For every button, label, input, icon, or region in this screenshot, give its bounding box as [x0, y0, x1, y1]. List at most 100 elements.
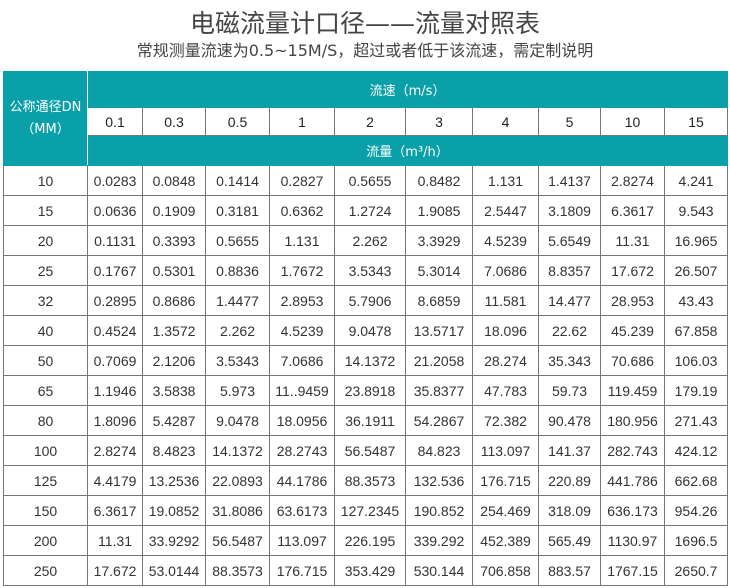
flow-cell: 35.343 [538, 345, 601, 376]
flow-cell: 0.0636 [87, 195, 143, 226]
table-row: 10 0.0283 0.0848 0.1414 0.2827 0.5655 0.8482 1.… [3, 165, 729, 196]
velocity-cell: 2 [334, 107, 406, 136]
flow-cell: 3.3929 [405, 225, 473, 256]
flow-cell: 5.973 [205, 375, 270, 406]
flow-cell: 0.6362 [269, 195, 335, 226]
table-row: 15 0.0636 0.1909 0.3181 0.6362 1.2724 1.9085 2.… [3, 195, 729, 226]
table-row: 200 11.31 33.9292 56.5487 113.097 226.195 339.… [3, 525, 729, 556]
flow-cell: 4.5239 [269, 315, 335, 346]
flow-cell: 0.2827 [269, 165, 335, 196]
flow-cell: 0.5301 [142, 255, 206, 286]
flow-cell: 0.1414 [205, 165, 270, 196]
dn-cell: 80 [3, 405, 88, 436]
flow-cell: 0.0283 [87, 165, 143, 196]
flow-cell: 90.478 [538, 405, 601, 436]
flow-cell: 141.37 [538, 435, 601, 466]
flow-cell: 424.12 [663, 435, 729, 466]
page-title: 电磁流量计口径——流量对照表 [189, 9, 540, 38]
velocity-header: 流速（m/s） [86, 71, 729, 108]
flow-cell: 0.0848 [142, 165, 206, 196]
flow-cell: 1.8096 [87, 405, 143, 436]
flow-cell: 5.4287 [142, 405, 206, 436]
flow-cell: 1.1946 [87, 375, 143, 406]
flow-cell: 1130.97 [600, 525, 665, 556]
flow-cell: 565.49 [538, 525, 601, 556]
flow-cell: 176.715 [472, 465, 539, 496]
flow-cell: 88.3573 [205, 555, 270, 586]
flow-cell: 2.262 [334, 225, 406, 256]
flow-cell: 36.1911 [334, 405, 406, 436]
flow-cell: 4.4179 [87, 465, 143, 496]
flow-cell: 1.3572 [142, 315, 206, 346]
flow-cell: 11.31 [87, 525, 143, 556]
flow-cell: 106.03 [663, 345, 729, 376]
flow-cell: 4.5239 [472, 225, 539, 256]
flow-cell: 33.9292 [142, 525, 206, 556]
flow-cell: 1.4477 [205, 285, 270, 316]
flow-cell: 1.7672 [269, 255, 335, 286]
flow-cell: 43.43 [663, 285, 729, 316]
flow-cell: 0.8482 [405, 165, 473, 196]
flow-cell: 88.3573 [334, 465, 406, 496]
flow-cell: 0.8836 [205, 255, 270, 286]
dn-cell: 50 [3, 345, 88, 376]
flow-cell: 2.8953 [269, 285, 335, 316]
flow-cell: 14.1372 [205, 435, 270, 466]
flow-cell: 8.4823 [142, 435, 206, 466]
flow-cell: 1696.5 [663, 525, 729, 556]
flow-cell: 18.0956 [269, 405, 335, 436]
dn-header-line2: （MM） [21, 121, 70, 137]
table-row: 20 0.1131 0.3393 0.5655 1.131 2.262 3.3929 4.52… [3, 225, 729, 256]
flow-cell: 5.3014 [405, 255, 473, 286]
flow-cell: 72.382 [472, 405, 539, 436]
table-row: 80 1.8096 5.4287 9.0478 18.0956 36.1911 54.286… [3, 405, 729, 436]
dn-header: 公称通径DN （MM） [3, 71, 88, 166]
flow-cell: 353.429 [334, 555, 406, 586]
table-row: 32 0.2895 0.8686 1.4477 2.8953 5.7906 8.6859 11… [3, 285, 729, 316]
dn-cell: 15 [3, 195, 88, 226]
page-subtitle: 常规测量流速为0.5~15M/S，超过或者低于该流速，需定制说明 [136, 41, 594, 60]
flow-cell: 119.459 [600, 375, 665, 406]
flow-cell: 318.09 [538, 495, 601, 526]
flow-cell: 56.5487 [334, 435, 406, 466]
flow-cell: 1.4137 [538, 165, 601, 196]
flow-cell: 0.3181 [205, 195, 270, 226]
table-row: 125 4.4179 13.2536 22.0893 44.1786 88.3573 132… [3, 465, 729, 496]
flow-cell: 0.3393 [142, 225, 206, 256]
flow-cell: 28.953 [600, 285, 665, 316]
flow-cell: 954.26 [663, 495, 729, 526]
flow-cell: 0.7069 [87, 345, 143, 376]
dn-cell: 20 [3, 225, 88, 256]
flow-cell: 180.956 [600, 405, 665, 436]
flow-cell: 113.097 [472, 435, 539, 466]
dn-cell: 32 [3, 285, 88, 316]
flow-cell: 0.1909 [142, 195, 206, 226]
flow-cell: 2.8274 [87, 435, 143, 466]
flow-cell: 11..9459 [269, 375, 335, 406]
flow-cell: 63.6173 [269, 495, 335, 526]
velocity-cell: 0.5 [205, 107, 270, 136]
table-row: 250 17.672 53.0144 88.3573 176.715 353.429 530… [3, 555, 729, 586]
flow-cell: 14.1372 [334, 345, 406, 376]
flow-cell: 22.0893 [205, 465, 270, 496]
flow-cell: 17.672 [600, 255, 665, 286]
flow-cell: 339.292 [405, 525, 473, 556]
flow-cell: 636.173 [600, 495, 665, 526]
flow-cell: 1.2724 [334, 195, 406, 226]
flow-cell: 1.9085 [405, 195, 473, 226]
dn-cell: 100 [3, 435, 88, 466]
flow-cell: 14.477 [538, 285, 601, 316]
flow-cell: 44.1786 [269, 465, 335, 496]
flow-cell: 28.274 [472, 345, 539, 376]
flow-cell: 0.5655 [334, 165, 406, 196]
flow-table: 公称通径DN （MM） 流速（m/s） 0.1 0.3 0.5 1 2 3 4 5 10 15 流… [3, 71, 729, 586]
flow-cell: 2.1206 [142, 345, 206, 376]
flow-cell: 17.672 [87, 555, 143, 586]
flow-cell: 56.5487 [205, 525, 270, 556]
velocity-cell: 0.3 [142, 107, 206, 136]
flow-cell: 16.965 [663, 225, 729, 256]
flow-cell: 883.57 [538, 555, 601, 586]
table-row: 40 0.4524 1.3572 2.262 4.5239 9.0478 13.5717 18… [3, 315, 729, 346]
table-row: 50 0.7069 2.1206 3.5343 7.0686 14.1372 21.2058… [3, 345, 729, 376]
flow-cell: 13.2536 [142, 465, 206, 496]
